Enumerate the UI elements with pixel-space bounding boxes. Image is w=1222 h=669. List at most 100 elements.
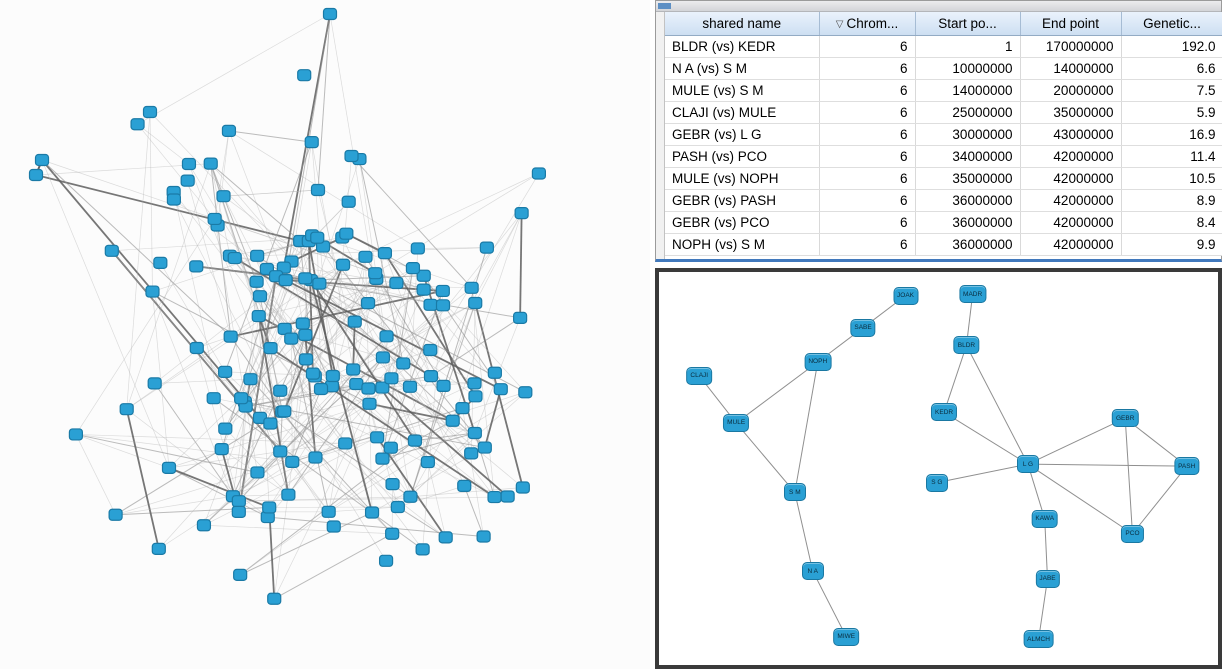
- overview-node[interactable]: [338, 437, 353, 450]
- overview-edge[interactable]: [452, 213, 522, 421]
- overview-node[interactable]: [379, 330, 394, 343]
- overview-edge[interactable]: [203, 451, 281, 526]
- overview-edge[interactable]: [210, 163, 260, 317]
- overview-node[interactable]: [216, 190, 231, 203]
- detail-network-panel[interactable]: JOAK MADR SABE BLDR NOPH CLAJI KEDR GEBR MULE L G…: [655, 268, 1222, 669]
- column-header-start-po[interactable]: Start po...: [915, 12, 1021, 36]
- overview-node[interactable]: [295, 317, 310, 330]
- overview-edge[interactable]: [381, 290, 444, 459]
- overview-node[interactable]: [326, 520, 341, 533]
- overview-node[interactable]: [250, 466, 265, 479]
- overview-edge[interactable]: [287, 357, 384, 495]
- overview-edge[interactable]: [111, 237, 318, 252]
- overview-edge[interactable]: [214, 218, 424, 290]
- overview-node[interactable]: [479, 241, 494, 254]
- overview-edge[interactable]: [173, 199, 277, 277]
- detail-node-kedr[interactable]: KEDR: [931, 403, 958, 422]
- overview-edge[interactable]: [75, 434, 170, 469]
- overview-edge[interactable]: [307, 241, 314, 374]
- overview-edge[interactable]: [149, 111, 153, 292]
- overview-node[interactable]: [423, 298, 438, 311]
- detail-edge-noph-s-m[interactable]: [795, 362, 818, 492]
- overview-node[interactable]: [249, 275, 264, 288]
- table-row[interactable]: MULE (vs) NOPH 6 35000000 42000000 10.5: [665, 167, 1222, 190]
- overview-edge[interactable]: [270, 347, 399, 508]
- overview-edge[interactable]: [317, 13, 331, 191]
- detail-node-almch[interactable]: ALMCH: [1023, 630, 1054, 649]
- overview-edge[interactable]: [353, 369, 411, 388]
- overview-edge[interactable]: [273, 533, 393, 600]
- overview-edge[interactable]: [224, 371, 316, 458]
- overview-edge[interactable]: [310, 279, 373, 513]
- overview-edge[interactable]: [152, 237, 318, 292]
- overview-node[interactable]: [360, 297, 376, 310]
- overview-edge[interactable]: [228, 130, 286, 281]
- overview-node[interactable]: [310, 183, 326, 197]
- overview-node[interactable]: [206, 392, 221, 405]
- overview-edge[interactable]: [217, 130, 230, 226]
- detail-edge-gebr-pco[interactable]: [1125, 418, 1132, 534]
- detail-node-s-m[interactable]: S M: [783, 483, 806, 502]
- overview-edge[interactable]: [154, 383, 234, 497]
- overview-node[interactable]: [312, 277, 327, 290]
- overview-edge[interactable]: [381, 386, 509, 498]
- overview-edge[interactable]: [299, 240, 314, 374]
- overview-node[interactable]: [218, 365, 233, 378]
- overview-edge[interactable]: [471, 287, 495, 498]
- overview-edge[interactable]: [317, 189, 378, 438]
- overview-node[interactable]: [378, 554, 394, 567]
- overview-node[interactable]: [305, 367, 321, 380]
- overview-node[interactable]: [455, 402, 470, 415]
- overview-node[interactable]: [402, 380, 418, 393]
- overview-node[interactable]: [514, 207, 529, 220]
- overview-node[interactable]: [278, 274, 293, 287]
- overview-node[interactable]: [435, 284, 450, 298]
- overview-node[interactable]: [368, 267, 383, 280]
- overview-node[interactable]: [119, 403, 134, 416]
- filter-icon[interactable]: ▽: [835, 19, 844, 30]
- overview-node[interactable]: [358, 250, 373, 263]
- overview-node[interactable]: [250, 249, 265, 262]
- overview-edge[interactable]: [234, 257, 432, 377]
- overview-node[interactable]: [207, 212, 222, 226]
- overview-node[interactable]: [464, 447, 479, 460]
- overview-edge[interactable]: [196, 347, 240, 502]
- overview-edge[interactable]: [430, 317, 521, 377]
- detail-node-joak[interactable]: JOAK: [893, 286, 919, 305]
- overview-node[interactable]: [445, 414, 460, 427]
- overview-edge[interactable]: [279, 411, 283, 452]
- overview-node[interactable]: [203, 157, 218, 170]
- overview-node[interactable]: [375, 351, 391, 364]
- overview-node[interactable]: [370, 431, 385, 444]
- detail-edge-n-a-miwe[interactable]: [813, 571, 847, 637]
- overview-edge[interactable]: [358, 158, 404, 364]
- overview-edge[interactable]: [369, 403, 475, 434]
- column-header-chrom[interactable]: ▽ Chrom...: [819, 12, 916, 36]
- overview-edge[interactable]: [210, 163, 258, 282]
- overview-node[interactable]: [436, 379, 451, 393]
- overview-node[interactable]: [221, 124, 237, 137]
- overview-node[interactable]: [308, 451, 323, 464]
- overview-edge[interactable]: [229, 255, 443, 292]
- overview-edge[interactable]: [310, 275, 424, 281]
- column-header-genetic[interactable]: Genetic...: [1121, 12, 1222, 36]
- overview-edge[interactable]: [41, 159, 232, 337]
- overview-edge[interactable]: [257, 247, 487, 257]
- overview-edge[interactable]: [75, 218, 215, 435]
- overview-edge[interactable]: [238, 276, 277, 512]
- overview-node[interactable]: [243, 373, 258, 386]
- overview-edge[interactable]: [137, 13, 331, 125]
- overview-edge[interactable]: [382, 268, 414, 358]
- overview-edge[interactable]: [483, 388, 502, 448]
- detail-node-n-a[interactable]: N A: [801, 562, 824, 581]
- overview-node[interactable]: [339, 227, 354, 240]
- overview-node[interactable]: [405, 262, 421, 275]
- overview-node[interactable]: [223, 330, 238, 343]
- overview-edge[interactable]: [311, 235, 411, 387]
- overview-edge[interactable]: [391, 378, 524, 488]
- overview-node[interactable]: [233, 568, 248, 581]
- overview-edge[interactable]: [279, 390, 387, 561]
- overview-edge[interactable]: [225, 428, 289, 495]
- overview-edge[interactable]: [173, 191, 226, 429]
- overview-node[interactable]: [487, 490, 502, 504]
